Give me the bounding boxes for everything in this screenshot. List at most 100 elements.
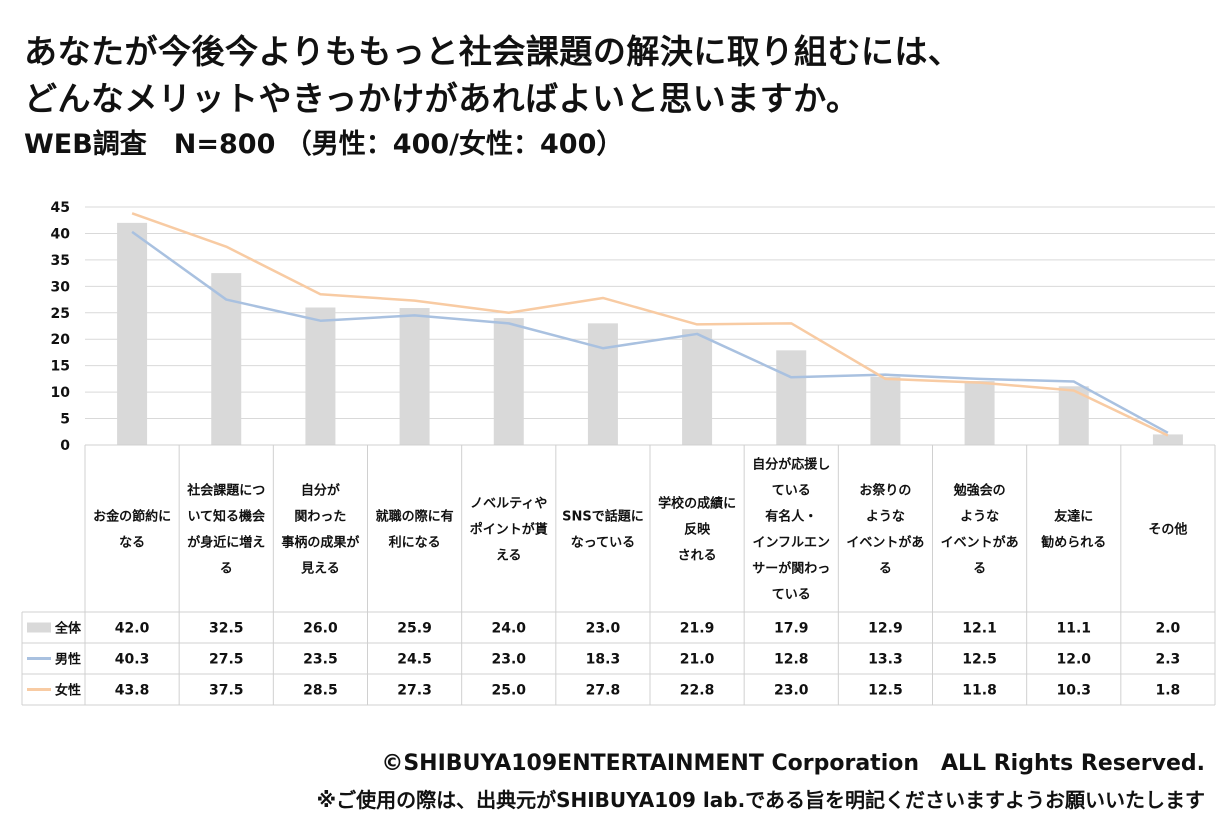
grid — [85, 206, 1215, 446]
category-label: える — [496, 549, 522, 564]
category-label: その他 — [1148, 522, 1187, 538]
copyright: ©SHIBUYA109ENTERTAINMENT Corporation ALL… — [381, 751, 1205, 776]
bar — [964, 381, 995, 445]
data-label: 12.0 — [1056, 652, 1091, 668]
category-label: る — [220, 562, 233, 577]
y-tick-label: 15 — [51, 359, 70, 375]
data-label: 24.5 — [397, 652, 432, 668]
data-label: 12.8 — [774, 652, 809, 668]
legend-label: 女性 — [55, 683, 81, 699]
data-label: 23.0 — [586, 621, 621, 637]
data-label: 32.5 — [209, 621, 244, 637]
y-tick-label: 35 — [51, 253, 70, 269]
category-label: 社会課題につ — [186, 483, 265, 499]
category-label: が身近に増え — [187, 535, 265, 551]
y-tick-label: 10 — [51, 385, 71, 401]
category-label: 勧められる — [1040, 535, 1106, 551]
data-label: 11.8 — [962, 683, 997, 699]
category-label: いて知る機会 — [187, 509, 266, 525]
title-line-2: どんなメリットやきっかけがあればよいと思いますか。 — [24, 79, 860, 118]
category-label: ノベルティや — [470, 497, 547, 512]
data-label: 1.8 — [1156, 683, 1181, 699]
data-label: 13.3 — [868, 652, 903, 668]
category-label: 自分が — [301, 483, 340, 499]
category-label: ような — [960, 510, 999, 525]
y-tick-label: 25 — [51, 306, 70, 322]
y-tick-label: 0 — [60, 438, 70, 454]
category-label: 有名人・ — [765, 509, 817, 525]
bars — [117, 222, 1183, 445]
data-label: 12.5 — [962, 652, 997, 668]
data-label: 10.3 — [1056, 683, 1091, 699]
category-label: ポイントが貰 — [470, 522, 548, 538]
category-label: お金の節約に — [93, 509, 171, 525]
category-label: 反映 — [684, 522, 711, 538]
bar — [117, 222, 148, 445]
category-label: 友達に — [1054, 509, 1093, 525]
category-label: ている — [772, 588, 811, 603]
category-label: イベントがあ — [846, 535, 924, 551]
category-label: サーが関わっ — [752, 561, 830, 577]
category-label: 利になる — [389, 535, 441, 551]
category-label: ような — [866, 510, 905, 525]
legend-swatch — [27, 622, 51, 633]
category-label: インフルエン — [752, 536, 830, 551]
lines — [131, 212, 1169, 437]
category-label: 学校の成績に — [658, 496, 736, 512]
data-label: 27.5 — [209, 652, 244, 668]
category-label: お祭りの — [859, 483, 911, 499]
data-label: 27.3 — [397, 683, 432, 699]
series-line — [131, 230, 1169, 434]
data-label: 43.8 — [115, 683, 150, 699]
y-tick-label: 45 — [51, 200, 70, 216]
usage-notice: ※ご使用の際は、出典元がSHIBUYA109 lab.である旨を明記くださいます… — [316, 788, 1205, 812]
category-label: SNSで話題に — [562, 509, 644, 525]
data-label: 12.9 — [868, 621, 903, 637]
data-label: 40.3 — [115, 652, 150, 668]
data-label: 23.5 — [303, 652, 338, 668]
chart-subtitle: WEB調査 N=800 （男性：400/女性：400） — [24, 129, 624, 160]
chart-title: あなたが今後今よりももっと社会課題の解決に取り組むには、 どんなメリットやきっか… — [24, 28, 961, 122]
bar — [305, 307, 336, 445]
y-axis: 0 5 10 15 20 25 30 35 40 45 — [51, 200, 71, 454]
category-label: 見える — [300, 562, 340, 577]
data-label: 18.3 — [586, 652, 621, 668]
data-label: 27.8 — [586, 683, 621, 699]
legend-label: 男性 — [55, 652, 81, 668]
category-label: る — [879, 562, 892, 577]
category-label: 関わった — [294, 510, 346, 525]
category-label: ている — [772, 484, 811, 499]
category-label: イベントがあ — [941, 535, 1019, 551]
data-label: 25.0 — [491, 683, 526, 699]
category-label: なる — [119, 536, 145, 551]
y-tick-label: 40 — [51, 226, 71, 242]
data-label: 24.0 — [491, 621, 526, 637]
data-label: 2.3 — [1156, 652, 1181, 668]
data-label: 25.9 — [397, 621, 432, 637]
y-tick-label: 30 — [51, 279, 71, 295]
series-line — [131, 212, 1169, 437]
y-tick-label: 5 — [60, 412, 70, 428]
data-label: 23.0 — [774, 683, 809, 699]
data-label: 12.1 — [962, 621, 997, 637]
data-label: 12.5 — [868, 683, 903, 699]
bar — [587, 323, 618, 445]
bar — [870, 376, 901, 445]
data-label: 42.0 — [115, 621, 150, 637]
bar — [493, 318, 524, 445]
data-label: 22.8 — [680, 683, 715, 699]
category-label: なっている — [571, 536, 635, 551]
bar — [776, 350, 807, 445]
data-label: 21.0 — [680, 652, 715, 668]
category-label: 勉強会の — [953, 483, 1006, 499]
category-label: 自分が応援し — [752, 457, 830, 473]
bar — [1152, 434, 1183, 445]
category-label: 就職の際に有 — [376, 509, 454, 525]
data-label: 17.9 — [774, 621, 809, 637]
category-label: 事柄の成果が — [281, 535, 359, 551]
category-label: される — [678, 549, 717, 564]
data-label: 21.9 — [680, 621, 715, 637]
y-tick-label: 20 — [51, 332, 71, 348]
